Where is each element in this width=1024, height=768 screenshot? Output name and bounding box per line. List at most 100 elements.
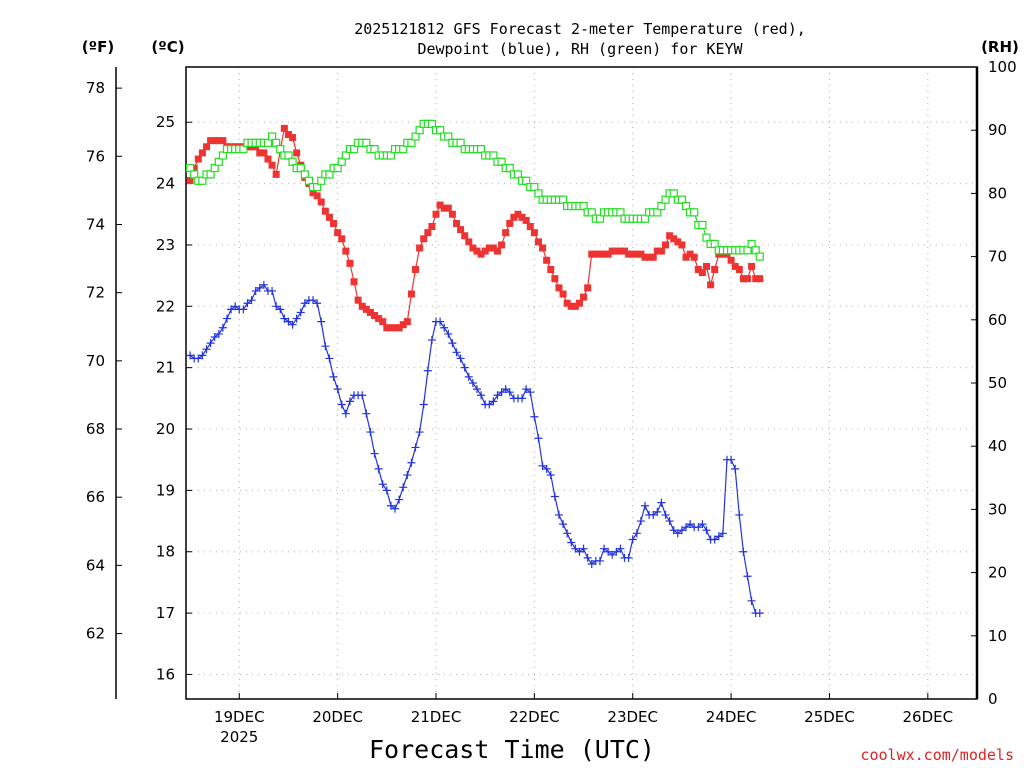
dew-point — [288, 320, 297, 329]
dew-point — [247, 296, 256, 305]
temp-point — [350, 278, 358, 286]
rh-tick-label: 50 — [988, 374, 1007, 392]
dew-point — [542, 464, 551, 473]
dew-point — [677, 526, 686, 535]
x-tick-label: 20DEC — [312, 708, 363, 726]
dew-point — [321, 342, 330, 351]
rh-tick-label: 0 — [988, 690, 998, 708]
rh-tick-label: 100 — [988, 58, 1017, 76]
temp-point — [612, 247, 620, 255]
rh-tick-label: 90 — [988, 121, 1007, 139]
dew-point — [485, 400, 494, 409]
celsius-tick-label: 18 — [156, 543, 175, 561]
dew-point — [755, 609, 764, 618]
dew-point — [653, 507, 662, 516]
dew-point — [313, 299, 322, 308]
dew-point — [739, 547, 748, 556]
temp-point — [313, 192, 321, 200]
temp-line — [189, 126, 760, 329]
dew-point — [452, 348, 461, 357]
temp-point — [387, 324, 395, 332]
celsius-tick-label: 20 — [156, 420, 175, 438]
dew-point — [448, 339, 457, 348]
temp-point — [625, 250, 633, 258]
dew-point — [546, 471, 555, 480]
dew-point — [616, 544, 625, 553]
temp-point — [752, 275, 760, 283]
dew-point — [194, 354, 203, 363]
dew-point — [472, 385, 481, 394]
dew-point — [206, 339, 215, 348]
temp-point — [186, 177, 194, 185]
rh-tick-label: 80 — [988, 184, 1007, 202]
x-tick-label: 24DEC — [706, 708, 757, 726]
dew-point — [382, 486, 391, 495]
dew-point — [231, 302, 240, 311]
temp-point — [493, 247, 501, 255]
temp-point — [649, 253, 657, 261]
temp-point — [621, 247, 629, 255]
temp-point — [555, 284, 563, 292]
dew-point — [530, 412, 539, 421]
temp-point — [498, 241, 506, 249]
temp-point — [694, 265, 702, 273]
dew-point — [239, 305, 248, 314]
temp-point — [608, 247, 616, 255]
temp-point — [362, 305, 370, 313]
dew-point — [415, 428, 424, 437]
temp-point — [452, 219, 460, 227]
temp-point — [325, 213, 333, 221]
rh-tick-label: 70 — [988, 248, 1007, 266]
temp-point — [637, 250, 645, 258]
celsius-tick-label: 25 — [156, 113, 175, 131]
dew-point — [186, 351, 195, 360]
rh-tick-label: 30 — [988, 500, 1007, 518]
series-temp — [186, 124, 764, 332]
fahrenheit-tick-label: 74 — [86, 215, 105, 233]
dew-point — [575, 547, 584, 556]
dew-point — [550, 492, 559, 501]
dew-point — [325, 354, 334, 363]
fahrenheit-tick-label: 66 — [86, 488, 105, 506]
dew-point — [366, 428, 375, 437]
temp-point — [678, 241, 686, 249]
temp-point — [666, 232, 674, 240]
temp-point — [653, 247, 661, 255]
dew-point — [210, 332, 219, 341]
temp-point — [465, 238, 473, 246]
temp-point — [424, 229, 432, 237]
dew-point — [538, 461, 547, 470]
dew-point — [477, 391, 486, 400]
temp-point — [202, 143, 210, 151]
x-tick-year-label: 2025 — [220, 728, 258, 746]
dew-point — [624, 553, 633, 562]
dew-point — [600, 544, 609, 553]
credit-link[interactable]: coolwx.com/models — [860, 746, 1014, 764]
dew-point — [329, 372, 338, 381]
temp-point — [629, 250, 637, 258]
temp-point — [321, 207, 329, 215]
dew-point — [665, 517, 674, 526]
temp-point — [616, 247, 624, 255]
chart-title: 2025121812 GFS Forecast 2-meter Temperat… — [354, 20, 806, 58]
temp-point — [371, 312, 379, 320]
dew-point — [632, 529, 641, 538]
celsius-tick-label: 17 — [156, 604, 175, 622]
temp-point — [457, 226, 465, 234]
temp-point — [473, 247, 481, 255]
fahrenheit-tick-label: 76 — [86, 147, 105, 165]
dew-point — [686, 520, 695, 529]
dew-point — [284, 317, 293, 326]
temp-point — [485, 244, 493, 252]
temp-point — [657, 247, 665, 255]
dew-point — [731, 464, 740, 473]
temp-point — [284, 130, 292, 138]
dew-point — [427, 336, 436, 345]
celsius-tick-label: 21 — [156, 359, 175, 377]
temp-point — [264, 155, 272, 163]
dew-point — [395, 495, 404, 504]
dew-point — [436, 317, 445, 326]
temp-point — [215, 137, 223, 145]
dew-point — [227, 305, 236, 314]
temp-point — [354, 296, 362, 304]
